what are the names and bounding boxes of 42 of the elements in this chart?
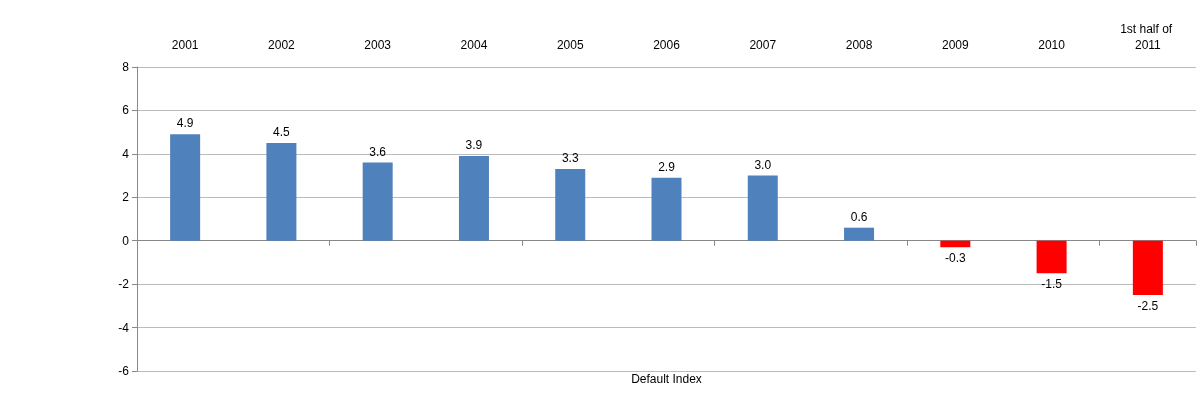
bar [555, 169, 586, 241]
x-tick-label: 2008 [845, 38, 873, 52]
data-label: -0.3 [944, 251, 966, 266]
x-tick-label: 2010 [1038, 38, 1066, 52]
x-tick-label: 2006 [653, 38, 681, 52]
data-label: -2.5 [1137, 299, 1159, 313]
data-label: 2.9 [658, 159, 676, 174]
y-tick-label: 4 [122, 146, 130, 161]
x-tick-label: 2009 [941, 38, 969, 52]
x-tick-label: 1st half of 2011 [1120, 22, 1176, 52]
bar [1132, 240, 1163, 295]
y-tick-label: 0 [122, 233, 130, 248]
y-tick-label: 6 [122, 103, 130, 118]
bar [1036, 240, 1067, 274]
bar [747, 175, 778, 241]
y-tick-label: -6 [118, 364, 130, 378]
bar [844, 227, 875, 241]
data-label: 3.3 [561, 151, 579, 166]
bar [651, 177, 682, 241]
x-tick-label: 2007 [749, 38, 777, 52]
data-label: 0.6 [850, 209, 868, 224]
y-tick-label: 2 [122, 190, 130, 205]
x-tick-label: 2005 [556, 38, 584, 52]
data-label: 3.0 [754, 157, 772, 172]
x-tick-label: 2003 [364, 38, 392, 52]
data-label: 4.9 [176, 116, 194, 131]
bar [266, 143, 297, 241]
x-tick-label: 2001 [171, 38, 199, 52]
y-tick-label: -4 [118, 320, 130, 335]
y-tick-label: 8 [122, 60, 130, 74]
data-label: 3.6 [369, 144, 387, 159]
data-label: -1.5 [1041, 277, 1063, 292]
data-label: 3.9 [465, 138, 483, 153]
y-tick-label: -2 [118, 277, 130, 292]
bar [362, 162, 393, 241]
x-axis-title: Default Index [631, 372, 702, 386]
data-label: 4.5 [273, 125, 291, 139]
x-tick-label: 2004 [460, 38, 488, 52]
bar [170, 134, 201, 241]
x-tick-label: 2002 [268, 38, 296, 52]
bar [458, 156, 489, 241]
bar [940, 240, 971, 248]
